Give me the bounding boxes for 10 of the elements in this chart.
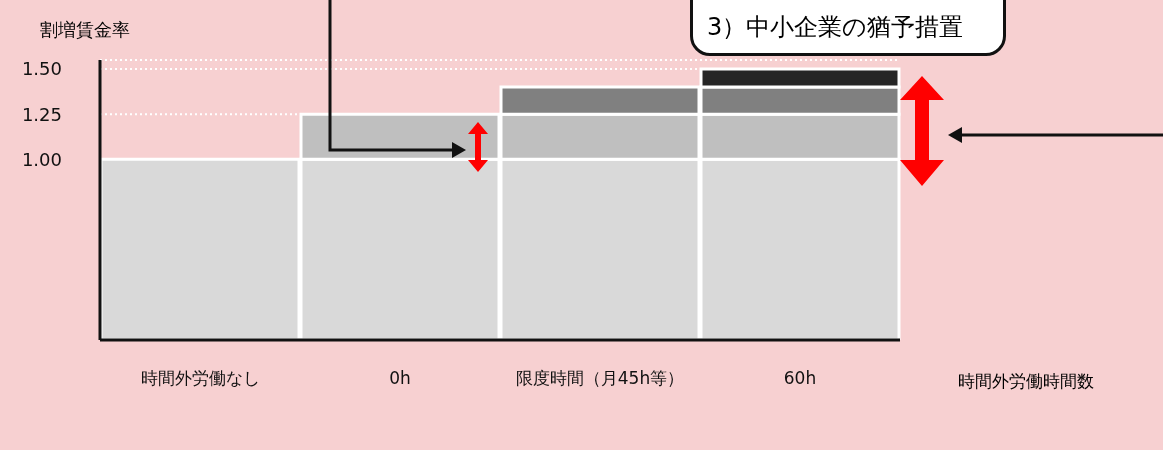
text: 3）中小企業の猶予措置 [690,0,1007,56]
y-tick-label: 1.50 [21,58,62,80]
x-tick-label: 時間外労働なし [140,368,260,389]
y-axis-title: 割増賃金率 [40,18,130,42]
y-tick-label: 1.25 [21,103,62,125]
x-axis-title: 時間外労働時間数 [958,370,1094,393]
x-tick-label: 0h [389,368,411,389]
y-tick-label: 1.00 [21,148,62,170]
x-tick-label: 60h [783,368,817,389]
x-tick-label: 限度時間（月45h等） [515,368,685,389]
